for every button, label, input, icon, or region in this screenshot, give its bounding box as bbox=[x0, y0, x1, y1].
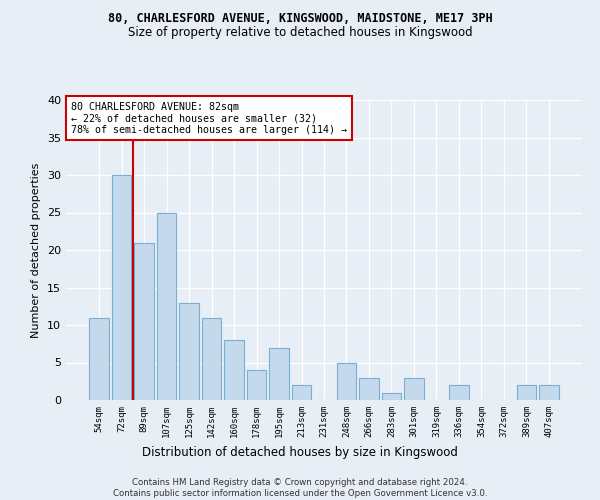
Bar bbox=[202, 318, 221, 400]
Bar bbox=[404, 378, 424, 400]
Bar bbox=[539, 385, 559, 400]
Bar bbox=[112, 175, 131, 400]
Bar bbox=[247, 370, 266, 400]
Bar bbox=[292, 385, 311, 400]
Text: 80 CHARLESFORD AVENUE: 82sqm
← 22% of detached houses are smaller (32)
78% of se: 80 CHARLESFORD AVENUE: 82sqm ← 22% of de… bbox=[71, 102, 347, 134]
Bar bbox=[157, 212, 176, 400]
Text: Distribution of detached houses by size in Kingswood: Distribution of detached houses by size … bbox=[142, 446, 458, 459]
Bar bbox=[179, 302, 199, 400]
Text: 80, CHARLESFORD AVENUE, KINGSWOOD, MAIDSTONE, ME17 3PH: 80, CHARLESFORD AVENUE, KINGSWOOD, MAIDS… bbox=[107, 12, 493, 26]
Bar bbox=[382, 392, 401, 400]
Text: Size of property relative to detached houses in Kingswood: Size of property relative to detached ho… bbox=[128, 26, 472, 39]
Bar bbox=[89, 318, 109, 400]
Bar bbox=[517, 385, 536, 400]
Bar bbox=[337, 362, 356, 400]
Bar bbox=[224, 340, 244, 400]
Bar bbox=[269, 348, 289, 400]
Y-axis label: Number of detached properties: Number of detached properties bbox=[31, 162, 41, 338]
Bar bbox=[134, 242, 154, 400]
Bar bbox=[449, 385, 469, 400]
Text: Contains HM Land Registry data © Crown copyright and database right 2024.
Contai: Contains HM Land Registry data © Crown c… bbox=[113, 478, 487, 498]
Bar bbox=[359, 378, 379, 400]
